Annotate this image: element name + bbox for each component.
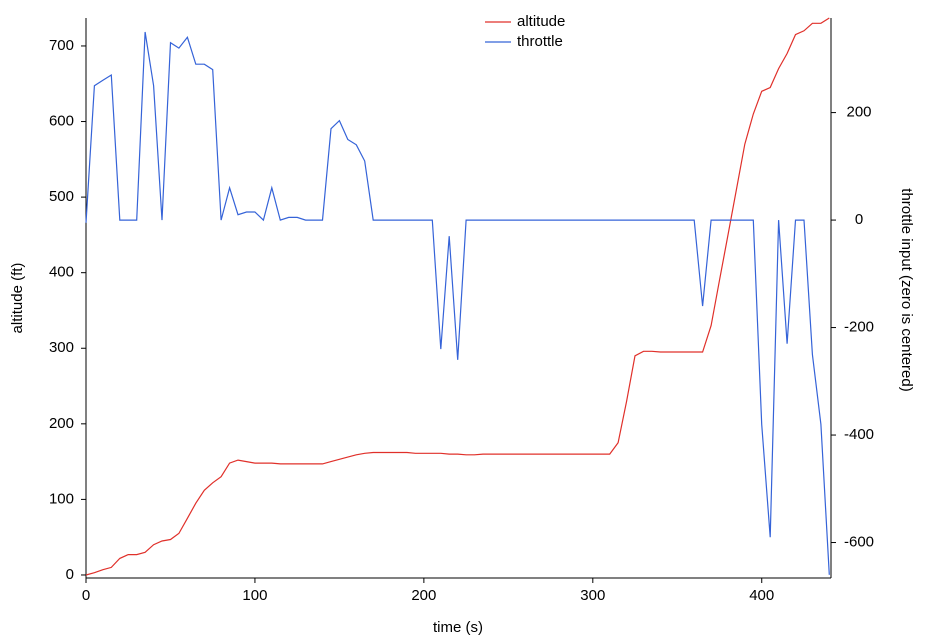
series-line <box>85 31 830 575</box>
x-tick-label: 100 <box>242 587 267 604</box>
legend-label: throttle <box>517 33 563 50</box>
y-axis-label: altitude (ft) <box>9 263 26 334</box>
y-tick-label: 500 <box>49 188 74 205</box>
y-tick-label: 200 <box>49 415 74 432</box>
y-tick-label: 100 <box>49 490 74 507</box>
x-tick-label: 200 <box>411 587 436 604</box>
y2-tick-label: 200 <box>846 104 871 121</box>
y2-tick-label: -400 <box>844 426 874 443</box>
x-tick-label: 300 <box>580 587 605 604</box>
y-tick-label: 600 <box>49 113 74 130</box>
x-tick-label: 400 <box>749 587 774 604</box>
series-line <box>85 17 830 576</box>
y-tick-label: 700 <box>49 37 74 54</box>
y-tick-label: 300 <box>49 339 74 356</box>
x-axis-label: time (s) <box>433 619 483 636</box>
x-tick-label: 0 <box>82 587 90 604</box>
y-tick-label: 400 <box>49 264 74 281</box>
y2-tick-label: -600 <box>844 533 874 550</box>
y2-tick-label: 0 <box>855 211 863 228</box>
y-tick-label: 0 <box>66 566 74 583</box>
legend-label: altitude <box>517 13 565 30</box>
y2-axis-label: throttle input (zero is centered) <box>898 188 915 391</box>
y2-tick-label: -200 <box>844 319 874 336</box>
